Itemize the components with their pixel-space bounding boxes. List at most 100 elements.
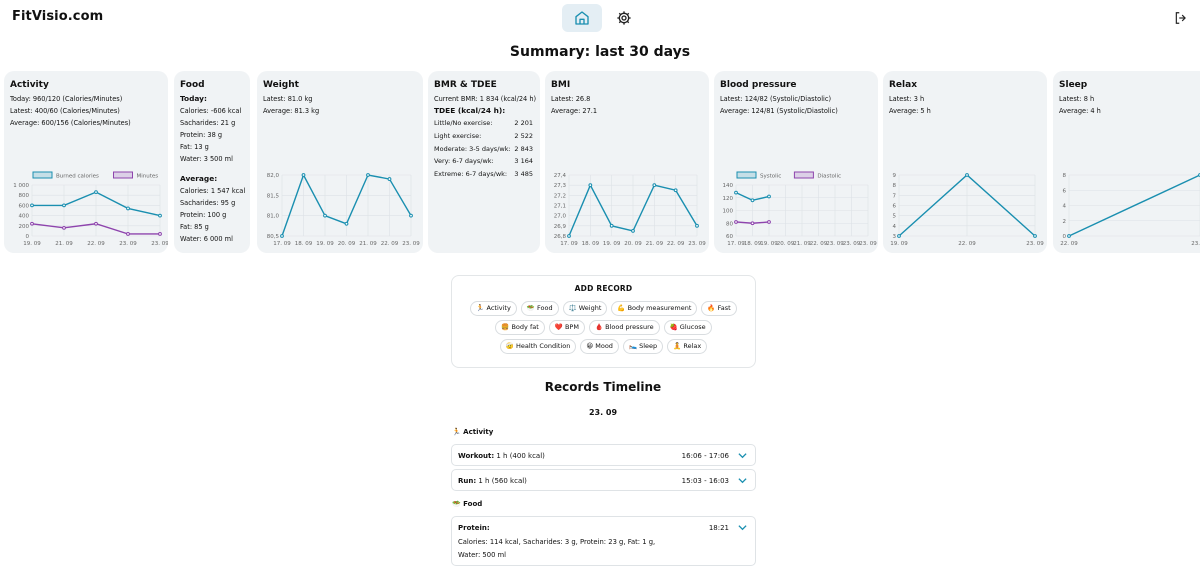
data-point — [750, 221, 755, 226]
y-tick-label: 4 — [893, 224, 897, 230]
add-health-condition-button[interactable]: 🤕 Health Condition — [499, 339, 577, 354]
legend-swatch — [793, 171, 814, 179]
bp-latest: Latest: 124/82 (Systolic/Diastolic) — [720, 95, 832, 103]
bmi-latest: Latest: 26.8 — [551, 95, 591, 103]
legend-swatch — [32, 171, 53, 179]
add-blood-pressure-button[interactable]: 🩸 Blood pressure — [588, 320, 660, 335]
data-point — [62, 203, 66, 208]
data-point — [62, 225, 66, 230]
x-tick-label: 17. 09 — [727, 241, 745, 247]
food-average-protein: Protein: 100 g — [180, 211, 227, 219]
add-glucose-button[interactable]: 🍓 Glucose — [663, 320, 712, 335]
relax-average: Average: 5 h — [889, 107, 931, 115]
tdee-row-value: 2 843 — [514, 144, 533, 153]
home-button[interactable] — [562, 4, 602, 32]
data-point — [588, 183, 593, 188]
relax-card[interactable]: Relax Latest: 3 h Average: 5 h 9 8 7 6 5 4 3 19… — [883, 71, 1047, 253]
data-point — [695, 223, 699, 228]
add-weight-button[interactable]: ⚖️ Weight — [562, 301, 608, 316]
food-card[interactable]: Food Today: Calories: -606 kcal Sacharid… — [174, 71, 250, 253]
bp-average: Average: 124/81 (Systolic/Diastolic) — [720, 107, 838, 115]
x-tick-label: 20. 09 — [777, 241, 795, 247]
y-tick-label: 0 — [26, 234, 30, 240]
x-tick-label: 23. 09 — [151, 241, 168, 247]
data-point — [387, 177, 392, 181]
blood-drop-icon: 🩸 — [594, 323, 604, 331]
data-point — [94, 221, 98, 226]
y-tick-label: 120 — [723, 196, 734, 202]
chip-label: Body measurement — [627, 304, 692, 312]
food-today-protein: Protein: 38 g — [180, 131, 223, 139]
add-fast-button[interactable]: 🔥 Fast — [701, 301, 737, 316]
data-point — [1067, 234, 1071, 238]
data-point — [366, 173, 370, 177]
weight-card[interactable]: Weight Latest: 81.0 kg Average: 81.3 kg … — [257, 71, 423, 253]
x-tick-label: 18. 09 — [295, 241, 313, 247]
chevron-down-icon[interactable] — [738, 452, 747, 459]
food-today-calories: Calories: -606 kcal — [180, 107, 242, 115]
add-food-button[interactable]: 🥗 Food — [520, 301, 559, 316]
data-point — [323, 213, 327, 218]
bmr-tdee-card[interactable]: BMR & TDEE Current BMR: 1 834 (kcal/24 h… — [428, 71, 540, 253]
blood-pressure-card[interactable]: Blood pressure Latest: 124/82 (Systolic/… — [714, 71, 878, 253]
activity-card[interactable]: Activity Today: 960/120 (Calories/Minute… — [4, 71, 168, 253]
bed-icon: 🛌 — [628, 342, 638, 350]
record-item[interactable]: Workout: 1 h (400 kcal) 16:06 - 17:06 — [451, 444, 756, 466]
data-point — [652, 183, 657, 188]
record-item[interactable]: Protein: 18:21 Calories: 114 kcal, Sacha… — [451, 516, 756, 566]
add-relax-button[interactable]: 🧘 Relax — [667, 339, 708, 354]
add-record-panel: ADD RECORD 🏃 Activity 🥗 Food ⚖️ Weight 💪… — [451, 275, 756, 368]
add-sleep-button[interactable]: 🛌 Sleep — [622, 339, 664, 354]
logout-button[interactable] — [1174, 10, 1190, 26]
bmi-average: Average: 27.1 — [551, 107, 598, 115]
activity-today: Today: 960/120 (Calories/Minutes) — [10, 95, 123, 103]
y-tick-label: 27,3 — [554, 183, 567, 189]
chevron-down-icon[interactable] — [738, 524, 747, 531]
x-tick-label: 19. 09 — [760, 241, 778, 247]
data-point — [30, 203, 34, 208]
y-tick-label: 200 — [19, 224, 30, 230]
legend-swatch — [736, 171, 757, 179]
bmi-card[interactable]: BMI Latest: 26.8 Average: 27.1 27,4 27,3 2… — [545, 71, 709, 253]
record-item[interactable]: Run: 1 h (560 kcal) 15:03 - 16:03 — [451, 469, 756, 491]
chip-label: Activity — [486, 304, 511, 312]
record-name: Workout: 1 h (400 kcal) — [458, 452, 545, 460]
x-tick-label: 23. 09 — [402, 241, 420, 247]
add-mood-button[interactable]: 😀 Mood — [580, 339, 619, 354]
tdee-row-value: 3 164 — [514, 157, 533, 166]
chip-label: Blood pressure — [605, 323, 654, 331]
legend-label: Diastolic — [817, 174, 841, 180]
sleep-chart: 8 6 4 2 022. 09 23. 09 — [1060, 173, 1200, 247]
y-tick-label: 2 — [1063, 219, 1067, 225]
data-point — [965, 173, 969, 177]
chip-row: 🍔 Body fat ❤️ BPM 🩸 Blood pressure 🍓 Glu… — [452, 320, 755, 335]
chevron-down-icon[interactable] — [738, 477, 747, 484]
chip-label: Weight — [578, 304, 602, 312]
y-tick-label: 3 — [893, 234, 897, 240]
weight-latest: Latest: 81.0 kg — [263, 95, 313, 103]
settings-button[interactable] — [604, 4, 644, 32]
x-tick-label: 19. 09 — [890, 241, 908, 247]
y-tick-label: 81,0 — [267, 214, 280, 220]
y-tick-label: 0 — [1063, 234, 1067, 240]
tdee-row-label: Very: 6-7 days/wk: — [434, 157, 494, 166]
food-today-sacharides: Sacharides: 21 g — [180, 119, 236, 127]
bmi-chart: 27,4 27,3 27,2 27,1 27,0 26,9 26,817. 09 18. 09… — [554, 173, 706, 247]
x-tick-label: 23. 09 — [1026, 241, 1044, 247]
data-point — [126, 232, 130, 236]
chip-label: BPM — [564, 323, 579, 331]
sleep-card[interactable]: Sleep Latest: 8 h Average: 4 h 8 6 4 2 0 22. … — [1053, 71, 1200, 253]
timeline-title: Records Timeline — [544, 380, 662, 394]
x-tick-label: 22. 09 — [87, 241, 105, 247]
brand-logo[interactable]: FitVisio.com — [12, 9, 104, 24]
add-activity-button[interactable]: 🏃 Activity — [470, 301, 517, 316]
add-body-measurement-button[interactable]: 💪 Body measurement — [611, 301, 698, 316]
y-tick-label: 82,0 — [267, 173, 280, 179]
chip-label: Glucose — [679, 323, 706, 331]
x-tick-label: 20. 09 — [338, 241, 356, 247]
food-average-label: Average: — [180, 174, 218, 183]
food-today-label: Today: — [180, 94, 207, 103]
add-bpm-button[interactable]: ❤️ BPM — [548, 320, 585, 335]
logout-icon — [1175, 12, 1186, 24]
add-body-fat-button[interactable]: 🍔 Body fat — [495, 320, 545, 335]
